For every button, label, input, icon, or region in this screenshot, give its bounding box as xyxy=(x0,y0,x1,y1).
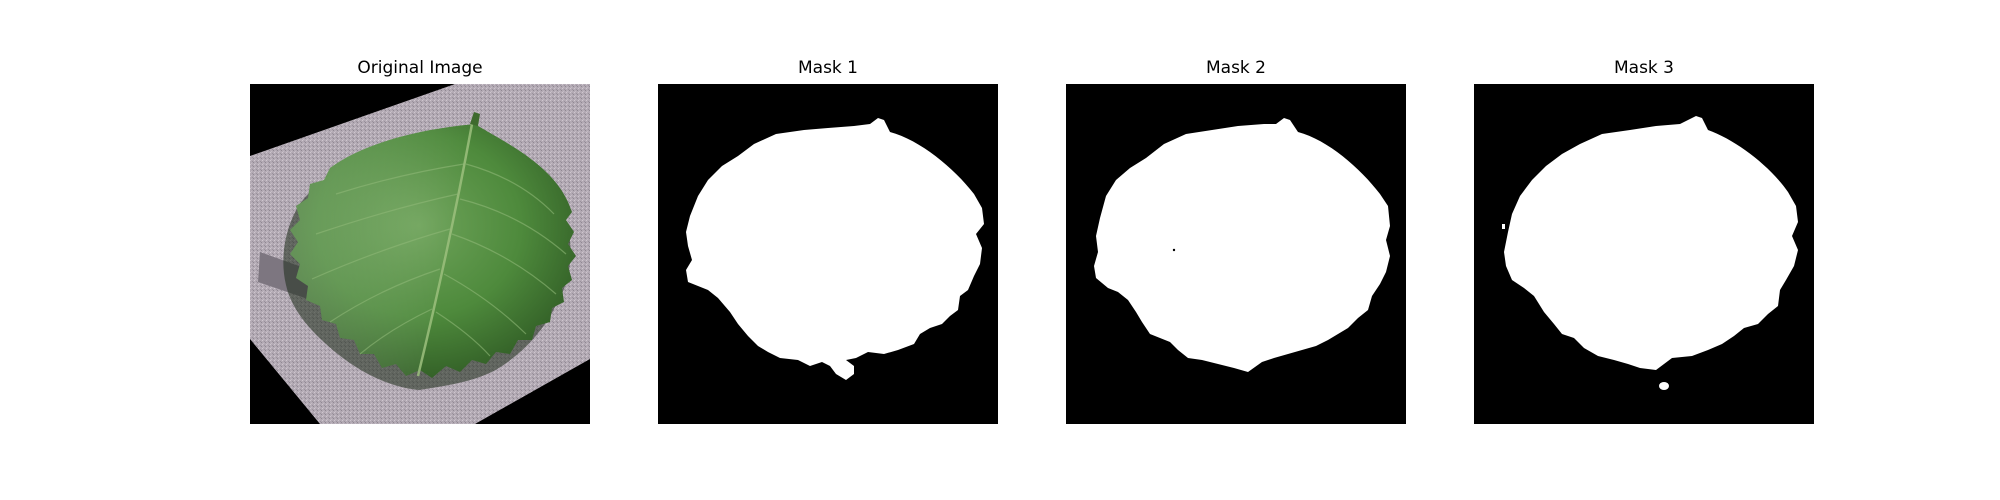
original-leaf-image xyxy=(250,84,590,424)
mask-3-panel: Mask 3 xyxy=(1474,56,1814,424)
mask-1-title: Mask 1 xyxy=(797,58,858,78)
original-image-title: Original Image xyxy=(357,58,483,78)
mask-1-image xyxy=(658,84,998,424)
mask-2-title: Mask 2 xyxy=(1205,58,1266,78)
mask-2-panel: Mask 2 xyxy=(1066,56,1406,424)
original-image-panel: Original Image xyxy=(250,56,590,424)
mask-1-panel: Mask 1 xyxy=(658,56,998,424)
mask-3-title: Mask 3 xyxy=(1613,58,1674,78)
mask-2-image xyxy=(1066,84,1406,424)
mask-3-image xyxy=(1474,84,1814,424)
